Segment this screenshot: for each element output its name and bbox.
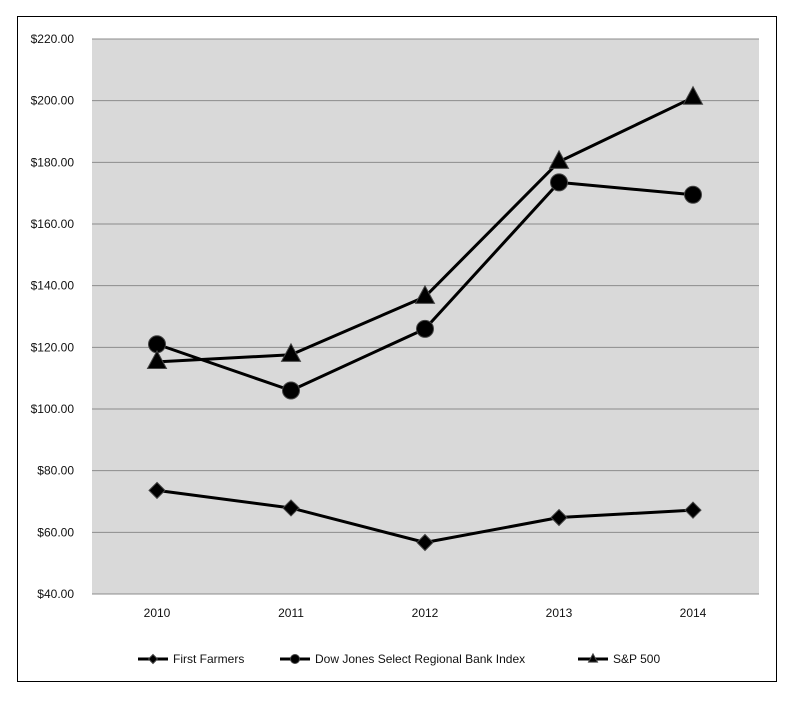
x-tick-label: 2013: [546, 606, 573, 620]
legend: First Farmers Dow Jones Select Regional B…: [138, 652, 660, 666]
data-point-circle: [684, 185, 702, 204]
y-tick-label: $60.00: [37, 525, 74, 539]
y-tick-label: $160.00: [31, 217, 75, 231]
data-point-triangle: [280, 342, 302, 362]
y-tick-label: $220.00: [31, 32, 75, 46]
data-point-diamond: [550, 508, 568, 527]
data-point-diamond: [684, 501, 702, 519]
y-tick-label: $80.00: [37, 464, 74, 478]
legend-label: Dow Jones Select Regional Bank Index: [315, 652, 525, 666]
data-point-circle: [282, 381, 300, 400]
data-point-triangle: [682, 85, 704, 105]
plot-area: [92, 39, 759, 594]
gridlines: [92, 38, 759, 595]
data-point-triangle: [146, 349, 168, 369]
y-tick-label: $180.00: [31, 155, 75, 169]
y-tick-label: $40.00: [37, 587, 74, 601]
x-tick-label: 2011: [278, 606, 304, 620]
y-tick-label: $100.00: [31, 402, 75, 416]
x-tick-label: 2014: [680, 606, 707, 620]
y-tick-label: $200.00: [31, 94, 75, 108]
data-point-diamond: [282, 499, 300, 517]
x-tick-label: 2010: [144, 606, 171, 620]
x-axis-ticks: 2010 2011 2012 2013 2014: [144, 606, 707, 620]
chart-frame: $40.00 $60.00 $80.00 $100.00 $120.00 $140.00 $…: [17, 16, 777, 682]
series-markers: [146, 85, 704, 552]
legend-label: First Farmers: [173, 652, 244, 666]
legend-marker-circle: [290, 654, 300, 664]
data-point-triangle: [548, 149, 570, 169]
legend-marker-triangle: [587, 652, 599, 663]
data-point-triangle: [414, 284, 436, 304]
data-point-diamond: [148, 481, 166, 500]
legend-marker-diamond: [147, 653, 159, 665]
data-point-diamond: [416, 533, 434, 552]
data-point-circle: [416, 319, 434, 338]
line-chart: $40.00 $60.00 $80.00 $100.00 $120.00 $140.00 $…: [31, 32, 759, 666]
data-point-circle: [550, 173, 568, 192]
legend-label: S&P 500: [613, 652, 660, 666]
y-tick-label: $140.00: [31, 279, 75, 293]
y-tick-label: $120.00: [31, 340, 75, 354]
y-axis-ticks: $40.00 $60.00 $80.00 $100.00 $120.00 $140.00 $…: [31, 32, 75, 601]
x-tick-label: 2012: [412, 606, 439, 620]
